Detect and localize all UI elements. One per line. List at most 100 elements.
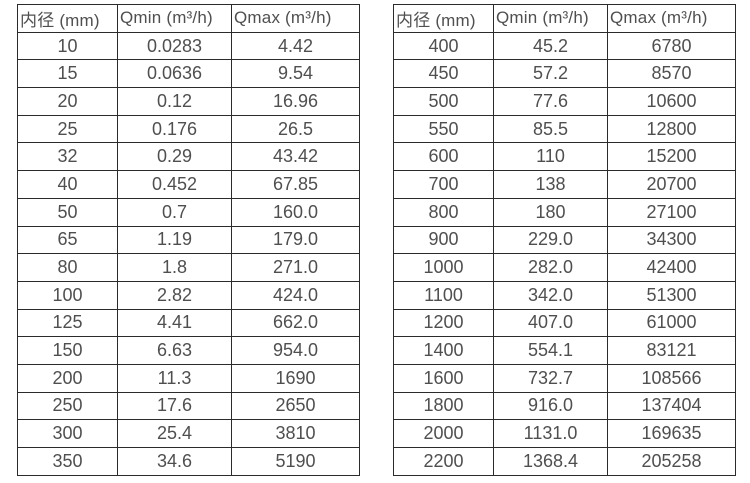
table-row: 2200 1368.4 205258 [393,447,736,476]
diameter-cell: 550 [393,114,494,144]
qmax-cell: 42400 [607,253,736,282]
table-row: 450 57.2 8570 [393,59,736,89]
table-row: 1800 916.0 137404 [393,391,736,421]
diameter-cell: 250 [17,391,118,421]
qmin-cell: 25.4 [117,419,232,448]
table-row: 700 138 20700 [393,170,736,199]
qmin-cell: 77.6 [493,87,608,116]
qmax-cell: 6780 [607,31,736,61]
table-row: 32 0.29 43.42 [17,142,360,172]
table-row: 300 25.4 3810 [17,419,360,448]
qmin-cell: 85.5 [493,114,608,144]
qmax-cell: 137404 [607,391,736,421]
table-row: 150 6.63 954.0 [17,336,360,365]
qmin-cell: 229.0 [493,225,608,255]
table-row: 550 85.5 12800 [393,114,736,144]
qmin-cell: 407.0 [493,308,608,338]
table-row: 200 11.3 1690 [17,363,360,393]
qmin-cell: 916.0 [493,391,608,421]
qmax-cell: 108566 [607,363,736,393]
table-row: 1000 282.0 42400 [393,253,736,282]
diameter-cell: 50 [17,197,118,227]
qmax-cell: 271.0 [231,253,360,282]
qmax-cell: 67.85 [231,170,360,199]
diameter-cell: 500 [393,87,494,116]
qmax-cell: 205258 [607,447,736,476]
table-row: 900 229.0 34300 [393,225,736,255]
qmax-cell: 20700 [607,170,736,199]
qmax-cell: 27100 [607,197,736,227]
diameter-cell: 1600 [393,363,494,393]
table-row: 40 0.452 67.85 [17,170,360,199]
qmin-cell: 34.6 [117,447,232,476]
header-row: 内径 (mm) Qmin (m³/h) Qmax (m³/h) [17,4,360,33]
diameter-cell: 20 [17,87,118,116]
qmin-cell: 554.1 [493,336,608,365]
table-row: 250 17.6 2650 [17,391,360,421]
diameter-cell: 2000 [393,419,494,448]
qmin-cell: 0.452 [117,170,232,199]
qmax-cell: 12800 [607,114,736,144]
header-cell-qmin: Qmin (m³/h) [493,4,608,33]
table-row: 80 1.8 271.0 [17,253,360,282]
table-row: 600 110 15200 [393,142,736,172]
qmax-cell: 1690 [231,363,360,393]
qmax-cell: 26.5 [231,114,360,144]
diameter-cell: 125 [17,308,118,338]
header-cell-qmax: Qmax (m³/h) [607,4,736,33]
header-cell-diameter: 内径 (mm) [393,4,494,33]
table-row: 800 180 27100 [393,197,736,227]
table-row: 50 0.7 160.0 [17,197,360,227]
qmin-cell: 732.7 [493,363,608,393]
diameter-cell: 400 [393,31,494,61]
qmax-cell: 51300 [607,280,736,310]
table-row: 10 0.0283 4.42 [17,31,360,61]
qmin-cell: 17.6 [117,391,232,421]
qmin-cell: 4.41 [117,308,232,338]
spec-table-left: 内径 (mm) Qmin (m³/h) Qmax (m³/h) 10 0.0283 4.4… [17,4,360,476]
diameter-cell: 450 [393,59,494,89]
diameter-cell: 10 [17,31,118,61]
table-row: 400 45.2 6780 [393,31,736,61]
qmin-cell: 1131.0 [493,419,608,448]
diameter-cell: 350 [17,447,118,476]
qmax-cell: 424.0 [231,280,360,310]
qmax-cell: 160.0 [231,197,360,227]
qmin-cell: 282.0 [493,253,608,282]
qmax-cell: 3810 [231,419,360,448]
qmax-cell: 5190 [231,447,360,476]
table-row: 15 0.0636 9.54 [17,59,360,89]
diameter-cell: 1800 [393,391,494,421]
diameter-cell: 100 [17,280,118,310]
qmin-cell: 0.29 [117,142,232,172]
diameter-cell: 65 [17,225,118,255]
diameter-cell: 25 [17,114,118,144]
qmax-cell: 16.96 [231,87,360,116]
diameter-cell: 300 [17,419,118,448]
qmax-cell: 954.0 [231,336,360,365]
qmax-cell: 662.0 [231,308,360,338]
qmin-cell: 138 [493,170,608,199]
qmin-cell: 11.3 [117,363,232,393]
table-row: 1600 732.7 108566 [393,363,736,393]
table-row: 1400 554.1 83121 [393,336,736,365]
qmax-cell: 43.42 [231,142,360,172]
qmax-cell: 34300 [607,225,736,255]
qmin-cell: 6.63 [117,336,232,365]
qmax-cell: 169635 [607,419,736,448]
qmax-cell: 179.0 [231,225,360,255]
header-row: 内径 (mm) Qmin (m³/h) Qmax (m³/h) [393,4,736,33]
diameter-cell: 800 [393,197,494,227]
qmax-cell: 61000 [607,308,736,338]
qmax-cell: 8570 [607,59,736,89]
qmin-cell: 0.0636 [117,59,232,89]
qmin-cell: 110 [493,142,608,172]
diameter-cell: 32 [17,142,118,172]
diameter-cell: 80 [17,253,118,282]
qmax-cell: 15200 [607,142,736,172]
header-cell-qmax: Qmax (m³/h) [231,4,360,33]
qmin-cell: 2.82 [117,280,232,310]
qmax-cell: 4.42 [231,31,360,61]
qmax-cell: 2650 [231,391,360,421]
